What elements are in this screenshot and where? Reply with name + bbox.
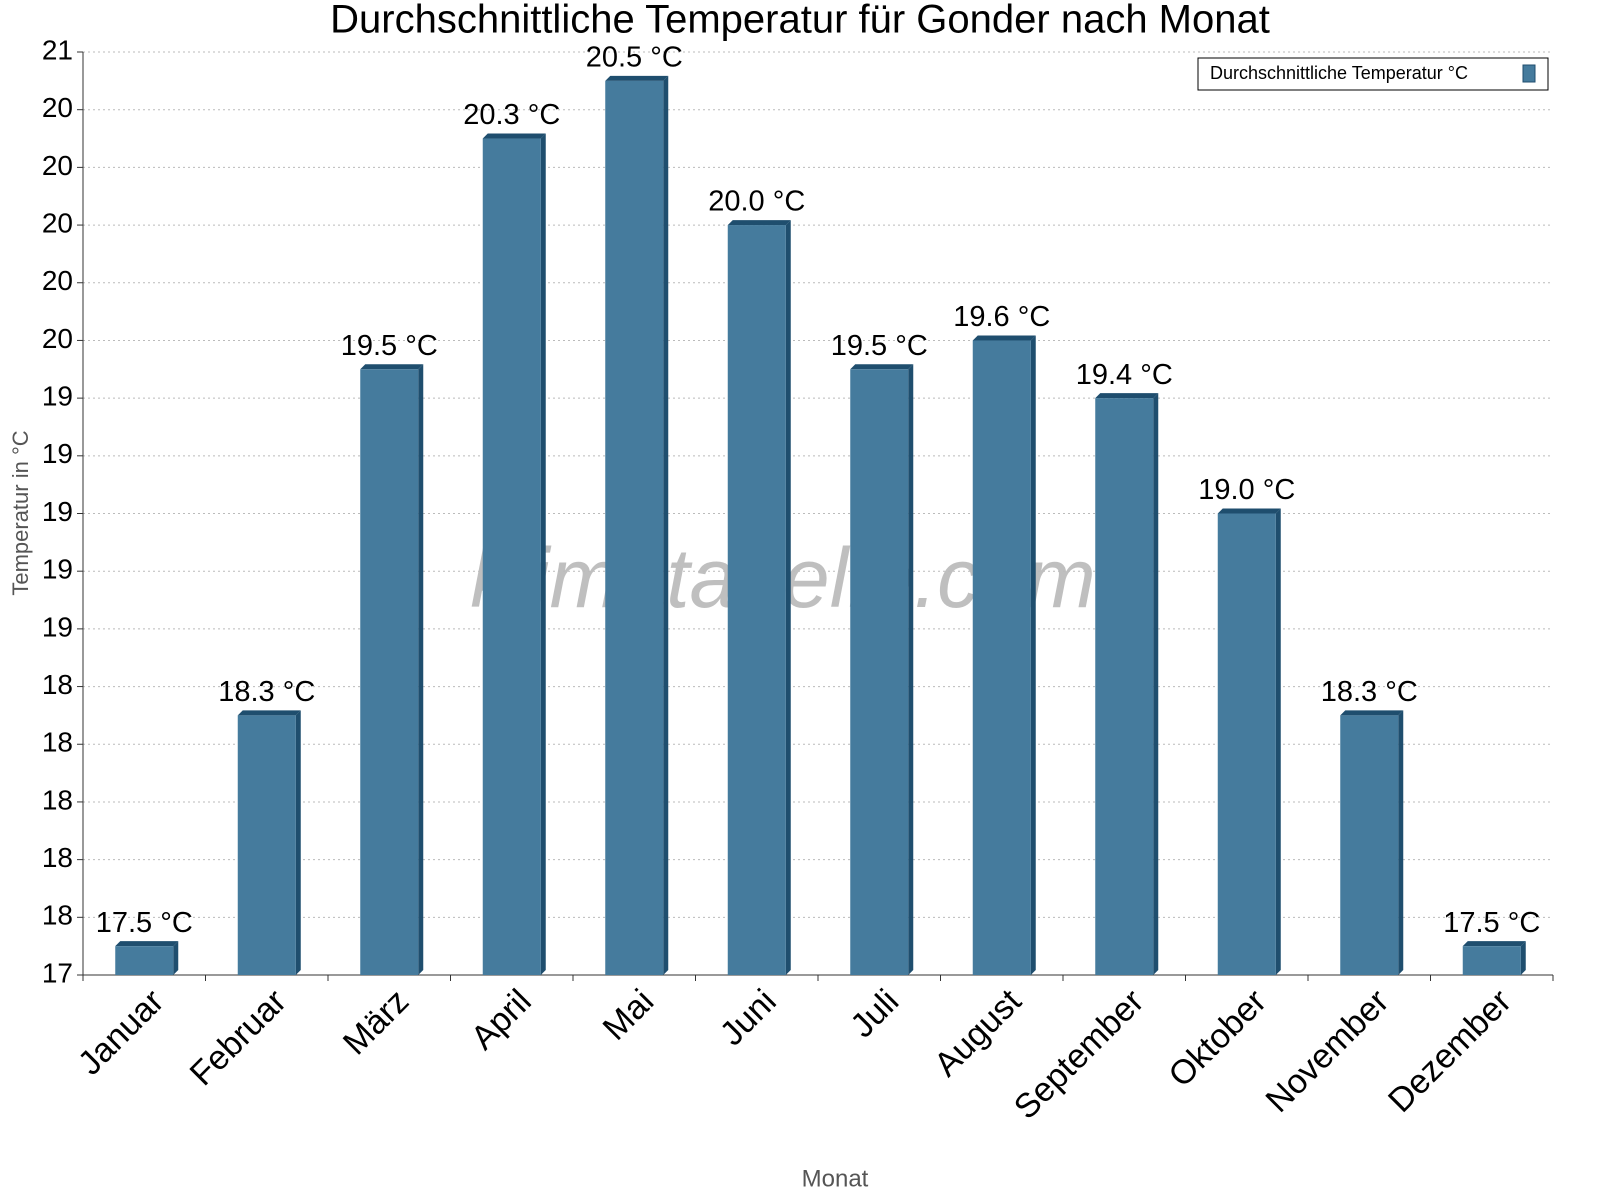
value-label: 18.3 °C [218, 676, 315, 708]
x-tick-label: Mai [596, 982, 662, 1048]
x-tick-label: Juni [713, 982, 784, 1053]
bar-group [1095, 393, 1159, 975]
y-tick-label: 20 [42, 150, 73, 181]
y-tick-label: 19 [42, 381, 73, 412]
y-tick-label: 18 [42, 842, 73, 873]
bar-side [1398, 710, 1404, 975]
y-tick-label: 20 [42, 92, 73, 123]
bar-group [972, 335, 1036, 975]
y-tick-label: 18 [42, 784, 73, 815]
bar-side [1153, 393, 1159, 975]
bar-group [1217, 508, 1281, 975]
x-tick-label: Januar [71, 982, 171, 1082]
bar-top [1217, 508, 1281, 514]
bar [1217, 513, 1276, 975]
y-tick-label: 18 [42, 900, 73, 931]
bar-group [482, 133, 546, 975]
bar-side [418, 364, 424, 975]
bar-group [237, 710, 301, 975]
bar [972, 340, 1031, 975]
legend-swatch [1522, 64, 1536, 83]
bar [1095, 398, 1154, 975]
y-tick-label: 20 [42, 323, 73, 354]
bar [115, 946, 174, 975]
y-tick-label: 19 [42, 496, 73, 527]
bar-side [908, 364, 914, 975]
bar [1340, 715, 1399, 975]
bar-top [605, 75, 669, 81]
bar-side [663, 75, 669, 975]
y-tick-label: 18 [42, 669, 73, 700]
value-label: 19.5 °C [341, 330, 438, 362]
y-axis-label: Temperatur in °C [8, 430, 33, 595]
bar-group [1340, 710, 1404, 975]
value-label: 17.5 °C [1443, 907, 1540, 939]
bar-group [727, 220, 791, 975]
bar [1462, 946, 1521, 975]
bar-group [605, 75, 669, 975]
bar-side [173, 941, 179, 975]
y-tick-label: 21 [42, 34, 73, 65]
bar-top [1095, 393, 1159, 399]
x-tick-label: Juli [843, 982, 906, 1045]
bar-group [360, 364, 424, 975]
value-label: 20.5 °C [586, 42, 683, 74]
value-label: 19.0 °C [1198, 474, 1295, 506]
bar-top [727, 220, 791, 226]
x-tick-label: April [464, 982, 539, 1057]
bar-top [1462, 941, 1526, 947]
value-label: 17.5 °C [96, 907, 193, 939]
legend-box [1197, 57, 1549, 91]
y-tick-label: 17 [42, 957, 73, 988]
value-label: 19.6 °C [953, 301, 1050, 333]
bar-top [115, 941, 179, 947]
x-tick-label: März [336, 982, 416, 1062]
bar [850, 369, 909, 975]
y-tick-label: 19 [42, 611, 73, 642]
bar [605, 80, 664, 975]
bar-top [237, 710, 301, 716]
x-tick-label: Februar [183, 982, 294, 1093]
y-tick-label: 19 [42, 554, 73, 585]
bar-top [482, 133, 546, 139]
x-tick-label: Dezember [1381, 982, 1519, 1120]
bar [482, 138, 541, 975]
value-label: 19.5 °C [831, 330, 928, 362]
bar-group [115, 941, 179, 975]
value-label: 18.3 °C [1321, 676, 1418, 708]
bar [360, 369, 419, 975]
x-tick-label: August [927, 982, 1029, 1084]
value-label: 20.0 °C [708, 186, 805, 218]
x-axis-label: Monat [802, 1165, 869, 1192]
bar-top [972, 335, 1036, 341]
value-label: 19.4 °C [1076, 359, 1173, 391]
y-tick-label: 19 [42, 438, 73, 469]
x-tick-label: September [1007, 982, 1151, 1126]
y-tick-label: 18 [42, 727, 73, 758]
bar-side [1030, 335, 1036, 975]
legend: Durchschnittliche Temperatur °C [1197, 57, 1549, 91]
y-tick-label: 20 [42, 207, 73, 238]
bar [727, 225, 786, 975]
bar-side [785, 220, 791, 975]
bar [237, 715, 296, 975]
y-tick-label: 20 [42, 265, 73, 296]
bar-top [850, 364, 914, 370]
legend-label: Durchschnittliche Temperatur °C [1210, 63, 1468, 83]
bar-side [1520, 941, 1526, 975]
value-label: 20.3 °C [463, 99, 560, 131]
chart-title: Durchschnittliche Temperatur für Gonder … [330, 0, 1270, 42]
bar-group [850, 364, 914, 975]
bar-top [1340, 710, 1404, 716]
bar-side [1275, 508, 1281, 975]
bar-group [1462, 941, 1526, 975]
x-tick-label: Oktober [1161, 982, 1273, 1094]
bar-top [360, 364, 424, 370]
bar-side [295, 710, 301, 975]
bar-side [540, 133, 546, 975]
x-tick-label: November [1258, 982, 1396, 1120]
